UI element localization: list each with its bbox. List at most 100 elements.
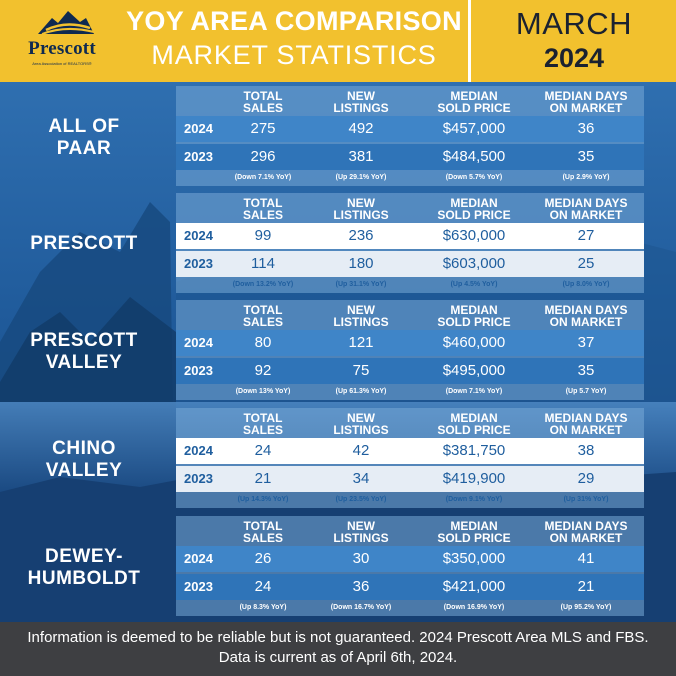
header-median-days: MEDIAN DAYS ON MARKET: [544, 196, 628, 222]
header-median-days: MEDIAN DAYS ON MARKET: [544, 89, 628, 115]
change-median-price: (Down 5.7% YoY): [445, 174, 503, 181]
total-sales-value: 26: [254, 550, 272, 567]
header-total-sales: TOTAL SALES: [242, 303, 283, 329]
area-name-line: PRESCOTT: [30, 233, 138, 254]
stats-panel: TOTAL SALES NEW LISTINGS MEDIAN SOLD PRICE …: [176, 300, 644, 400]
header-median-price: MEDIAN SOLD PRICE: [437, 303, 511, 329]
header-new-listings: NEW LISTINGS: [333, 411, 389, 437]
total-sales-value: 99: [254, 227, 272, 244]
row-2024: 2024 24 42 $381,750 38: [176, 438, 644, 464]
median-price-value: $421,000: [442, 578, 506, 595]
new-listings-value: 42: [352, 442, 370, 459]
median-days-value: 36: [577, 120, 595, 137]
header-median-days: MEDIAN DAYS ON MARKET: [544, 411, 628, 437]
median-days-value: 25: [577, 255, 595, 272]
row-year: 2023: [184, 363, 213, 378]
change-median-days: (Up 2.9% YoY): [562, 174, 610, 181]
row-2024: 2024 275 492 $457,000 36: [176, 116, 644, 142]
header-new-listings: NEW LISTINGS: [333, 303, 389, 329]
row-2023: 2023 24 36 $421,000 21: [176, 574, 644, 600]
total-sales-value: 275: [250, 120, 276, 137]
new-listings-value: 30: [352, 550, 370, 567]
row-year: 2024: [184, 551, 213, 566]
median-price-value: $381,750: [442, 442, 506, 459]
row-2024: 2024 26 30 $350,000 41: [176, 546, 644, 572]
area-name-line: VALLEY: [45, 352, 123, 373]
area-name-line: ALL OF: [48, 116, 120, 137]
median-price-value: $419,900: [442, 470, 506, 487]
row-2023: 2023 92 75 $495,000 35: [176, 358, 644, 384]
logo-name: Prescott: [28, 38, 96, 59]
row-2024: 2024 80 121 $460,000 37: [176, 330, 644, 356]
header-median-days: MEDIAN DAYS ON MARKET: [544, 303, 628, 329]
row-year: 2023: [184, 471, 213, 486]
header-divider: [468, 0, 471, 82]
new-listings-value: 121: [348, 334, 374, 351]
new-listings-value: 180: [348, 255, 374, 272]
median-price-value: $350,000: [442, 550, 506, 567]
change-median-days: (Up 31% YoY): [563, 496, 609, 503]
stats-panel: TOTAL SALES NEW LISTINGS MEDIAN SOLD PRICE …: [176, 86, 644, 186]
new-listings-value: 492: [348, 120, 374, 137]
change-median-days: (Up 5.7 YoY): [565, 388, 607, 395]
disclaimer-text: Information is deemed to be reliable but…: [27, 629, 649, 666]
header-total-sales: TOTAL SALES: [242, 89, 283, 115]
row-year: 2024: [184, 121, 213, 136]
row-year: 2024: [184, 335, 213, 350]
header-total-sales: TOTAL SALES: [242, 196, 283, 222]
total-sales-value: 80: [254, 334, 272, 351]
footer-bar: Information is deemed to be reliable but…: [0, 622, 676, 676]
area-name: ALL OF PAAR: [0, 116, 168, 160]
new-listings-value: 36: [352, 578, 370, 595]
stats-panel: TOTAL SALES NEW LISTINGS MEDIAN SOLD PRICE …: [176, 193, 644, 293]
row-2023: 2023 21 34 $419,900 29: [176, 466, 644, 492]
change-total-sales: (Down 13% YoY): [235, 388, 291, 395]
area-name-line: DEWEY-: [45, 546, 123, 567]
row-2023: 2023 114 180 $603,000 25: [176, 251, 644, 277]
area-name-line: CHINO: [52, 438, 116, 459]
total-sales-value: 92: [254, 362, 272, 379]
median-price-value: $495,000: [442, 362, 506, 379]
row-year: 2023: [184, 256, 213, 271]
change-median-days: (Up 95.2% YoY): [560, 604, 612, 611]
area-chino-valley: CHINO VALLEY TOTAL SALES NEW LISTINGS MEDI…: [0, 408, 676, 516]
mountain-logo-icon: [38, 11, 95, 35]
header-total-sales: TOTAL SALES: [242, 411, 283, 437]
change-median-price: (Down 9.1% YoY): [445, 496, 503, 503]
header-median-price: MEDIAN SOLD PRICE: [437, 411, 511, 437]
change-new-listings: (Up 31.1% YoY): [335, 281, 387, 288]
prescott-logo: Prescott Area Association of REALTORS®: [8, 8, 116, 74]
header-new-listings: NEW LISTINGS: [333, 89, 389, 115]
median-price-value: $460,000: [442, 334, 506, 351]
change-new-listings: (Up 29.1% YoY): [335, 174, 387, 181]
report-year: 2024: [543, 43, 605, 73]
header-banner: Prescott Area Association of REALTORS® Y…: [0, 0, 676, 82]
row-2023: 2023 296 381 $484,500 35: [176, 144, 644, 170]
row-year: 2023: [184, 579, 213, 594]
change-total-sales: (Up 14.3% YoY): [237, 496, 289, 503]
header-total-sales: TOTAL SALES: [242, 519, 283, 545]
total-sales-value: 114: [251, 255, 275, 272]
median-days-value: 21: [577, 578, 595, 595]
area-prescott: PRESCOTT TOTAL SALES NEW LISTINGS MEDIAN SO…: [0, 193, 676, 301]
header-new-listings: NEW LISTINGS: [333, 196, 389, 222]
median-price-value: $630,000: [442, 227, 506, 244]
title-line-2: MARKET STATISTICS: [151, 40, 437, 70]
area-dewey-humboldt: DEWEY- HUMBOLDT TOTAL SALES NEW LISTINGS M…: [0, 516, 676, 624]
stats-panel: TOTAL SALES NEW LISTINGS MEDIAN SOLD PRICE …: [176, 408, 644, 508]
change-new-listings: (Up 23.5% YoY): [335, 496, 387, 503]
change-total-sales: (Down 7.1% YoY): [234, 174, 292, 181]
total-sales-value: 21: [254, 470, 272, 487]
header-median-price: MEDIAN SOLD PRICE: [437, 196, 511, 222]
row-year: 2023: [184, 149, 213, 164]
row-year: 2024: [184, 443, 213, 458]
header-median-price: MEDIAN SOLD PRICE: [437, 519, 511, 545]
report-month: MARCH: [515, 6, 633, 41]
header-median-days: MEDIAN DAYS ON MARKET: [544, 519, 628, 545]
median-price-value: $457,000: [442, 120, 506, 137]
change-new-listings: (Up 61.3% YoY): [335, 388, 387, 395]
total-sales-value: 296: [250, 148, 276, 165]
median-days-value: 27: [577, 227, 595, 244]
new-listings-value: 236: [348, 227, 374, 244]
header-new-listings: NEW LISTINGS: [333, 519, 389, 545]
